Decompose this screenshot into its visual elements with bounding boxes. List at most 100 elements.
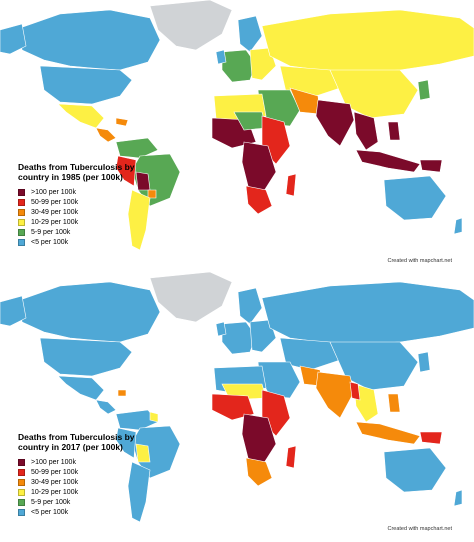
legend-item: >100 per 100k: [18, 188, 135, 197]
region-western-europe: [221, 49, 257, 83]
legend-swatch: [18, 479, 25, 486]
region-china: [329, 341, 419, 391]
legend-item: 30-49 per 100k: [18, 208, 135, 217]
region-japan-korea: [417, 79, 431, 101]
legend-swatch: [18, 199, 25, 206]
region-peru: [115, 427, 137, 459]
region-central-america: [95, 127, 117, 143]
region-canada: [19, 9, 161, 71]
legend-item: <5 per 100k: [18, 238, 135, 247]
legend-title-line-2: country in 2017 (per 100k): [18, 442, 123, 452]
region-argentina-chile: [127, 461, 151, 523]
region-uk: [215, 321, 227, 337]
region-philippines: [387, 121, 401, 141]
legend-item: 50-99 per 100k: [18, 468, 135, 477]
legend-label: 30-49 per 100k: [31, 479, 79, 486]
region-australia: [383, 447, 447, 493]
region-china: [329, 69, 419, 119]
region-southeast-asia: [353, 383, 379, 423]
legend-title: Deaths from Tuberculosis by country in 1…: [18, 162, 135, 182]
region-mexico: [57, 103, 105, 129]
legend-title: Deaths from Tuberculosis by country in 2…: [18, 432, 135, 452]
region-argentina-chile: [127, 189, 151, 251]
legend-label: <5 per 100k: [31, 239, 69, 246]
legend-swatch: [18, 469, 25, 476]
legend-swatch: [18, 459, 25, 466]
legend-label: >100 per 100k: [31, 459, 76, 466]
legend-swatch: [18, 239, 25, 246]
legend-swatch: [18, 219, 25, 226]
region-west-africa: [211, 393, 255, 421]
legend-label: >100 per 100k: [31, 189, 76, 196]
region-indonesia: [355, 149, 421, 173]
region-uk: [215, 49, 227, 65]
region-haiti: [117, 389, 127, 397]
region-philippines: [387, 393, 401, 413]
region-myanmar: [349, 381, 361, 401]
region-scandinavia: [237, 15, 263, 53]
region-southern-africa: [245, 185, 273, 215]
region-usa: [39, 337, 133, 377]
legend-label: 5-9 per 100k: [31, 229, 71, 236]
legend-item: >100 per 100k: [18, 458, 135, 467]
legend-swatch: [18, 229, 25, 236]
region-madagascar: [285, 173, 297, 197]
legend-title-line-1: Deaths from Tuberculosis by: [18, 432, 135, 442]
credit-text: Created with mapchart.net: [387, 526, 452, 532]
region-peru: [115, 155, 137, 187]
legend-swatch: [18, 499, 25, 506]
world-map-1985: [0, 0, 474, 251]
region-madagascar: [285, 445, 297, 469]
region-papua: [419, 431, 443, 445]
legend-label: <5 per 100k: [31, 509, 69, 516]
region-central-america: [95, 399, 117, 415]
region-greenland: [149, 272, 233, 323]
map-2017: Deaths from Tuberculosis by country in 2…: [0, 272, 474, 542]
legend-swatch: [18, 189, 25, 196]
region-mexico: [57, 375, 105, 401]
region-usa: [39, 65, 133, 105]
region-colombia-venezuela: [115, 409, 159, 431]
legend-title-line-1: Deaths from Tuberculosis by: [18, 162, 135, 172]
legend-title-line-2: country in 1985 (per 100k): [18, 172, 123, 182]
legend-label: 50-99 per 100k: [31, 469, 79, 476]
region-russia: [261, 9, 474, 73]
legend-label: 30-49 per 100k: [31, 209, 79, 216]
legend-item: 5-9 per 100k: [18, 498, 135, 507]
region-alaska: [0, 23, 27, 55]
region-alaska: [0, 295, 27, 327]
legend-2017: Deaths from Tuberculosis by country in 2…: [18, 432, 135, 518]
legend-item: 50-99 per 100k: [18, 198, 135, 207]
legend-swatch: [18, 209, 25, 216]
region-western-europe: [221, 321, 257, 355]
region-indonesia: [355, 421, 421, 445]
legend-item: 10-29 per 100k: [18, 218, 135, 227]
region-central-asia: [279, 337, 341, 371]
legend-label: 50-99 per 100k: [31, 199, 79, 206]
region-india: [315, 99, 355, 147]
region-bolivia: [135, 171, 151, 191]
region-caribbean: [115, 117, 129, 127]
legend-item: 10-29 per 100k: [18, 488, 135, 497]
region-colombia-venezuela: [115, 137, 159, 159]
region-papua: [419, 159, 443, 173]
region-southeast-asia: [353, 111, 379, 151]
region-southern-africa: [245, 457, 273, 487]
region-eastern-europe: [249, 319, 277, 353]
region-guyana: [149, 411, 159, 423]
map-1985: Deaths from Tuberculosis by country in 1…: [0, 0, 474, 270]
region-new-zealand: [453, 489, 463, 507]
legend-swatch: [18, 509, 25, 516]
legend-label: 5-9 per 100k: [31, 499, 71, 506]
credit-text: Created with mapchart.net: [387, 258, 452, 264]
legend-label: 10-29 per 100k: [31, 219, 79, 226]
region-australia: [383, 175, 447, 221]
region-japan-korea: [417, 351, 431, 373]
legend-1985: Deaths from Tuberculosis by country in 1…: [18, 162, 135, 248]
legend-item: 5-9 per 100k: [18, 228, 135, 237]
region-bolivia: [135, 443, 151, 463]
world-map-2017: [0, 272, 474, 523]
legend-swatch: [18, 489, 25, 496]
region-canada: [19, 281, 161, 343]
legend-label: 10-29 per 100k: [31, 489, 79, 496]
